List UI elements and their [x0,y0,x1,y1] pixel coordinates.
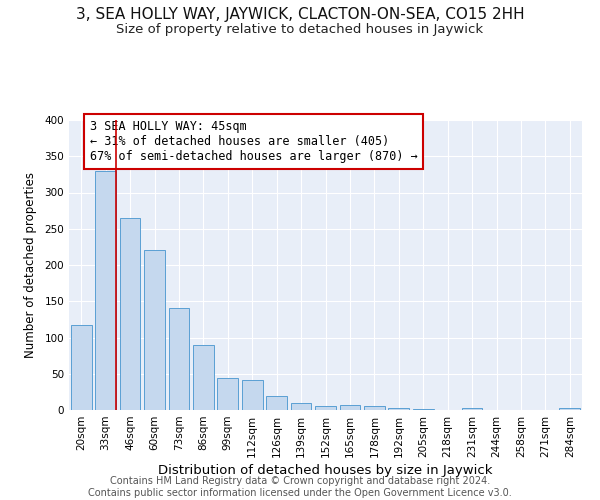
Bar [144,250,165,410]
Bar [71,325,92,410]
Bar [388,408,409,410]
Bar [242,380,263,410]
Bar [413,408,434,410]
Bar [119,218,140,410]
Text: Contains HM Land Registry data © Crown copyright and database right 2024.
Contai: Contains HM Land Registry data © Crown c… [88,476,512,498]
Bar [217,378,238,410]
Bar [169,308,190,410]
Bar [315,406,336,410]
X-axis label: Distribution of detached houses by size in Jaywick: Distribution of detached houses by size … [158,464,493,477]
Bar [364,406,385,410]
Bar [461,408,482,410]
Text: Size of property relative to detached houses in Jaywick: Size of property relative to detached ho… [116,22,484,36]
Bar [193,346,214,410]
Bar [559,408,580,410]
Bar [266,396,287,410]
Y-axis label: Number of detached properties: Number of detached properties [25,172,37,358]
Text: 3, SEA HOLLY WAY, JAYWICK, CLACTON-ON-SEA, CO15 2HH: 3, SEA HOLLY WAY, JAYWICK, CLACTON-ON-SE… [76,8,524,22]
Bar [340,405,361,410]
Text: 3 SEA HOLLY WAY: 45sqm
← 31% of detached houses are smaller (405)
67% of semi-de: 3 SEA HOLLY WAY: 45sqm ← 31% of detached… [89,120,417,163]
Bar [290,403,311,410]
Bar [95,171,116,410]
